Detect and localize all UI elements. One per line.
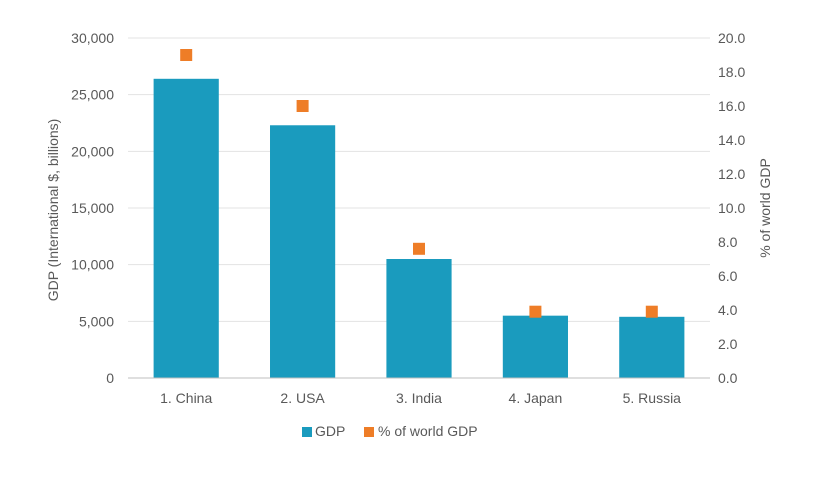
gdp-bar — [386, 259, 452, 378]
right-tick-label: 2.0 — [718, 336, 738, 352]
world-share-marker — [180, 49, 193, 61]
gdp-bars — [153, 78, 685, 379]
gridlines — [128, 37, 710, 322]
category-label: 2. USA — [280, 390, 325, 406]
category-label: 1. China — [160, 390, 212, 406]
gdp-bar — [502, 315, 568, 378]
world-share-marker — [529, 305, 542, 318]
right-axis-title: % of world GDP — [757, 158, 773, 258]
left-tick-label: 30,000 — [71, 30, 114, 46]
left-tick-label: 0 — [106, 370, 114, 386]
category-label: 4. Japan — [509, 390, 563, 406]
left-tick-label: 5,000 — [79, 313, 114, 329]
left-tick-label: 15,000 — [71, 200, 114, 216]
right-axis-ticks: 0.0 2.0 4.0 6.0 8.0 10.0 12.0 14.0 16.0 18.0 20.0 — [718, 30, 745, 386]
world-share-marker — [645, 305, 658, 318]
right-tick-label: 10.0 — [718, 200, 745, 216]
right-tick-label: 12.0 — [718, 166, 745, 182]
legend: GDP % of world GDP — [302, 423, 478, 439]
legend-label-world-share: % of world GDP — [378, 423, 478, 439]
category-label: 5. Russia — [623, 390, 682, 406]
category-labels: 1. China 2. USA 3. India 4. Japan 5. Russia — [160, 390, 681, 406]
right-tick-label: 4.0 — [718, 302, 738, 318]
right-tick-label: 0.0 — [718, 370, 738, 386]
right-tick-label: 8.0 — [718, 234, 738, 250]
left-tick-label: 20,000 — [71, 143, 114, 159]
legend-label-gdp: GDP — [315, 423, 345, 439]
left-axis-title: GDP (International $, billions) — [45, 119, 61, 302]
world-share-marker — [413, 242, 425, 255]
category-label: 3. India — [396, 390, 442, 406]
right-tick-label: 20.0 — [718, 30, 745, 46]
gdp-bar — [619, 316, 685, 378]
left-tick-label: 10,000 — [71, 257, 114, 273]
world-share-markers — [180, 49, 658, 318]
legend-swatch-world-share — [364, 427, 374, 437]
world-share-marker — [296, 100, 309, 112]
right-tick-label: 16.0 — [718, 98, 745, 114]
right-tick-label: 14.0 — [718, 132, 745, 148]
left-tick-label: 25,000 — [71, 87, 114, 103]
gdp-bar — [153, 78, 219, 379]
left-axis-ticks: 0 5,000 10,000 15,000 20,000 25,000 30,000 — [71, 30, 114, 386]
right-tick-label: 18.0 — [718, 64, 745, 80]
gdp-bar — [270, 125, 336, 379]
right-tick-label: 6.0 — [718, 268, 738, 284]
legend-swatch-gdp — [302, 427, 312, 437]
